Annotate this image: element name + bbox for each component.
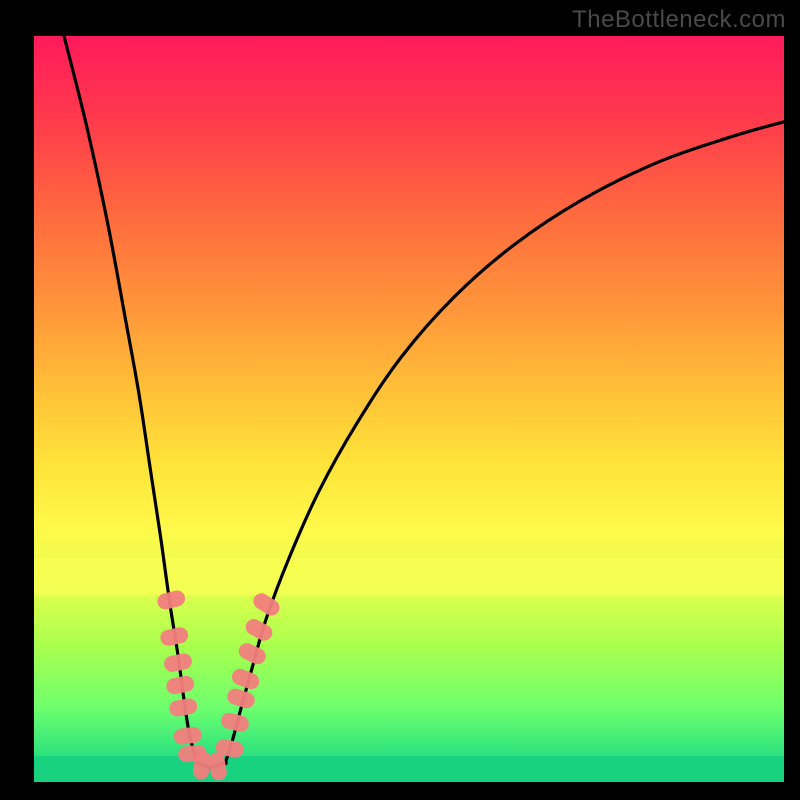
watermark-text: TheBottleneck.com [572,6,786,34]
yellow-band [34,558,784,595]
page-root: TheBottleneck.com [0,0,800,800]
bottleneck-chart [34,36,784,782]
green-band [34,756,784,782]
gradient-background [34,36,784,782]
